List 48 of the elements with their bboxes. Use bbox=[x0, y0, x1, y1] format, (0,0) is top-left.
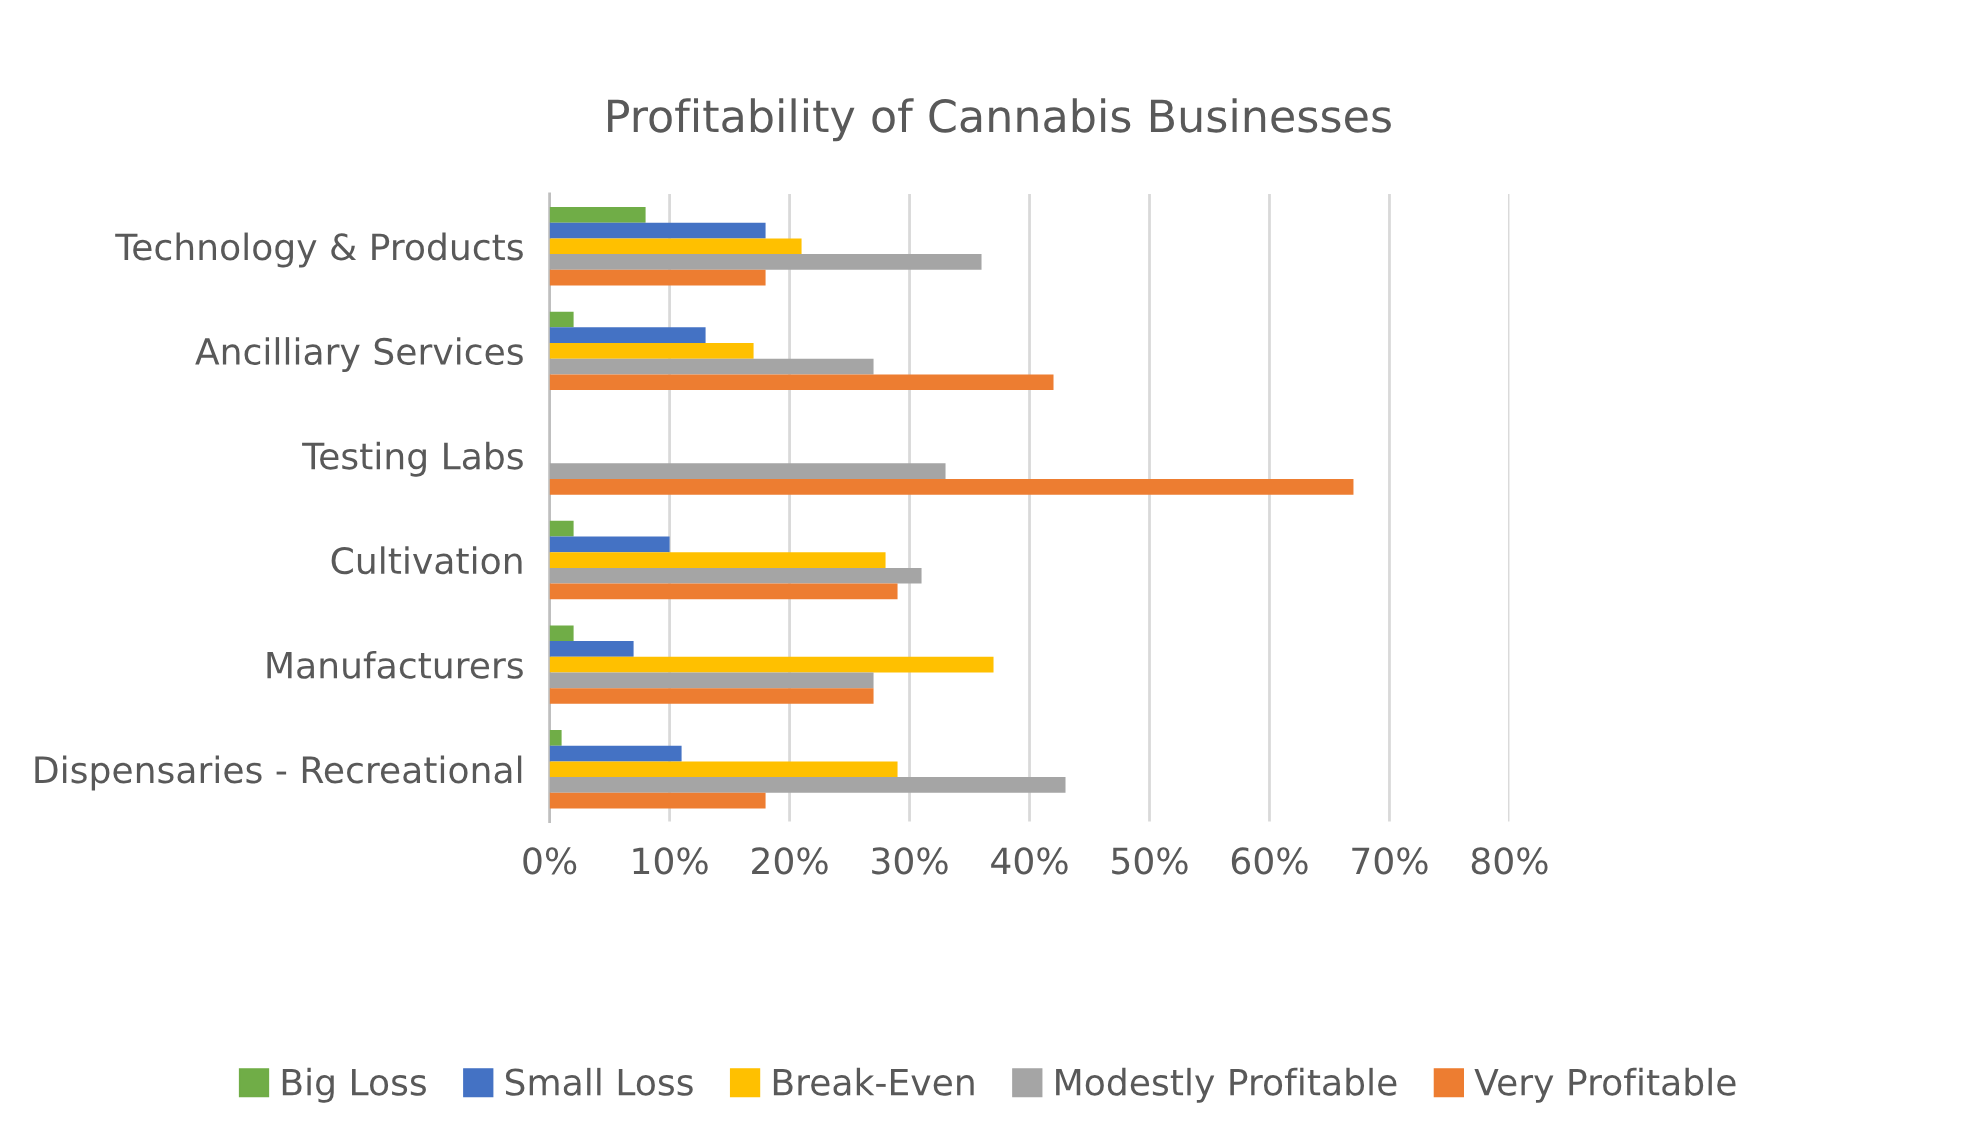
bar bbox=[549, 567, 922, 584]
bar bbox=[549, 254, 982, 270]
bar bbox=[549, 552, 886, 568]
y-tick-label: Cultivation bbox=[331, 546, 522, 575]
y-tick-label: Dispensaries - Recreational bbox=[35, 755, 522, 791]
bar bbox=[549, 374, 1054, 391]
x-tick-label: 70% bbox=[1352, 847, 1428, 875]
x-tick-label: 20% bbox=[752, 847, 828, 875]
legend-label: Modestly Profitable bbox=[1056, 1067, 1397, 1103]
bar bbox=[549, 238, 802, 255]
x-tick-label: 40% bbox=[991, 847, 1068, 875]
y-tick-label: Ancilliary Services bbox=[195, 337, 523, 373]
bar bbox=[549, 207, 646, 223]
x-tick-label: 10% bbox=[633, 847, 708, 875]
bar bbox=[549, 688, 874, 704]
bar bbox=[549, 536, 670, 553]
bar bbox=[549, 672, 874, 689]
bar bbox=[549, 327, 706, 344]
bar bbox=[549, 730, 562, 746]
y-tick-label: Manufacturers bbox=[267, 650, 523, 679]
y-tick-label: Technology & Products bbox=[115, 232, 523, 268]
bar bbox=[549, 745, 682, 762]
bar bbox=[549, 269, 766, 286]
x-tick-label: 0% bbox=[523, 847, 577, 875]
bar bbox=[549, 625, 574, 642]
legend-label: Small Loss bbox=[505, 1067, 693, 1096]
x-tick-label: 30% bbox=[872, 847, 948, 875]
bar bbox=[549, 358, 874, 375]
x-tick-label: 50% bbox=[1112, 847, 1188, 875]
bar bbox=[549, 520, 574, 537]
bar bbox=[549, 777, 1066, 793]
legend-label: Break-Even bbox=[773, 1067, 974, 1096]
bar bbox=[549, 343, 754, 359]
bar bbox=[549, 311, 574, 328]
bar bbox=[549, 583, 898, 600]
bar bbox=[549, 641, 634, 657]
x-tick-label: 80% bbox=[1471, 847, 1548, 875]
y-tick-label: Testing Labs bbox=[302, 441, 523, 477]
legend-label: Very Profitable bbox=[1474, 1067, 1736, 1103]
bar bbox=[549, 478, 1354, 495]
chart-title: Profitability of Cannabis Businesses bbox=[608, 98, 1391, 142]
legend-label: Big Loss bbox=[282, 1067, 426, 1103]
bar bbox=[549, 222, 766, 239]
bar bbox=[549, 792, 766, 809]
x-tick-label: 60% bbox=[1231, 847, 1308, 875]
bar bbox=[549, 463, 946, 479]
bar bbox=[549, 656, 994, 673]
bar bbox=[549, 761, 898, 778]
